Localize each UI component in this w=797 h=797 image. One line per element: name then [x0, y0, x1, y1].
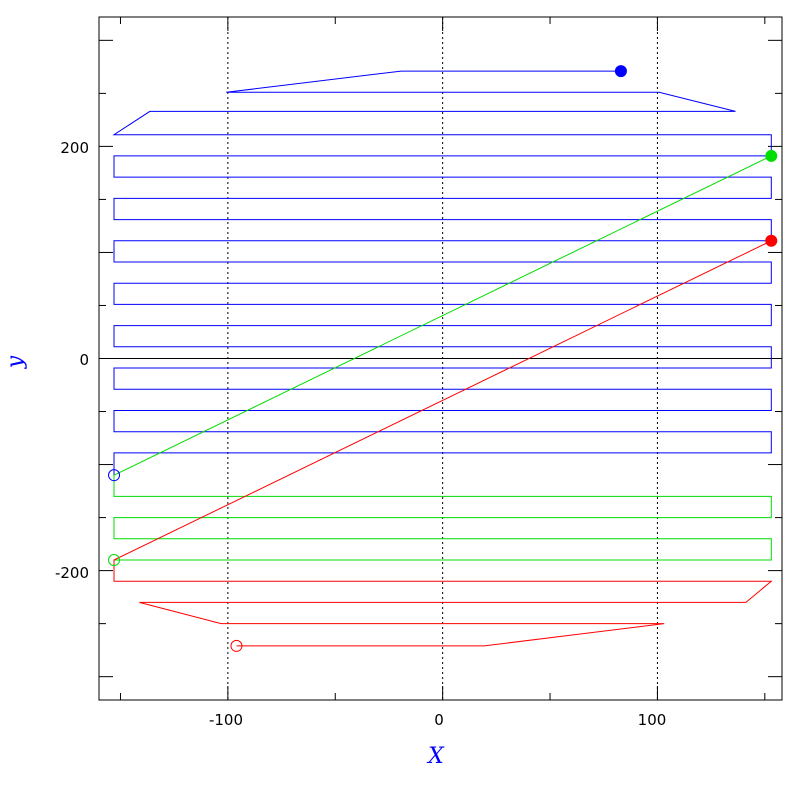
- series-start-marker: [765, 234, 778, 247]
- series-start-marker: [765, 149, 778, 162]
- series-end-marker: [108, 554, 121, 567]
- y-tick-label: 0: [79, 351, 89, 369]
- y-tick-label: 200: [60, 139, 89, 157]
- x-tick-label: 100: [638, 711, 667, 729]
- markers-group: [108, 65, 778, 652]
- series-path-1: [113, 155, 772, 561]
- series-start-marker: [614, 65, 627, 78]
- dashed-guides: [99, 17, 782, 700]
- series-group: [112, 70, 773, 647]
- x-tick-label: -100: [209, 711, 243, 729]
- series-path-2: [113, 240, 773, 647]
- series-end-marker: [108, 469, 121, 482]
- series-end-marker: [230, 639, 243, 652]
- y-tick-label: -200: [55, 564, 89, 582]
- x-tick-label: 0: [434, 711, 444, 729]
- y-axis-title: y: [3, 355, 28, 369]
- x-axis-title: X: [426, 744, 445, 769]
- series-path-0: [112, 70, 772, 476]
